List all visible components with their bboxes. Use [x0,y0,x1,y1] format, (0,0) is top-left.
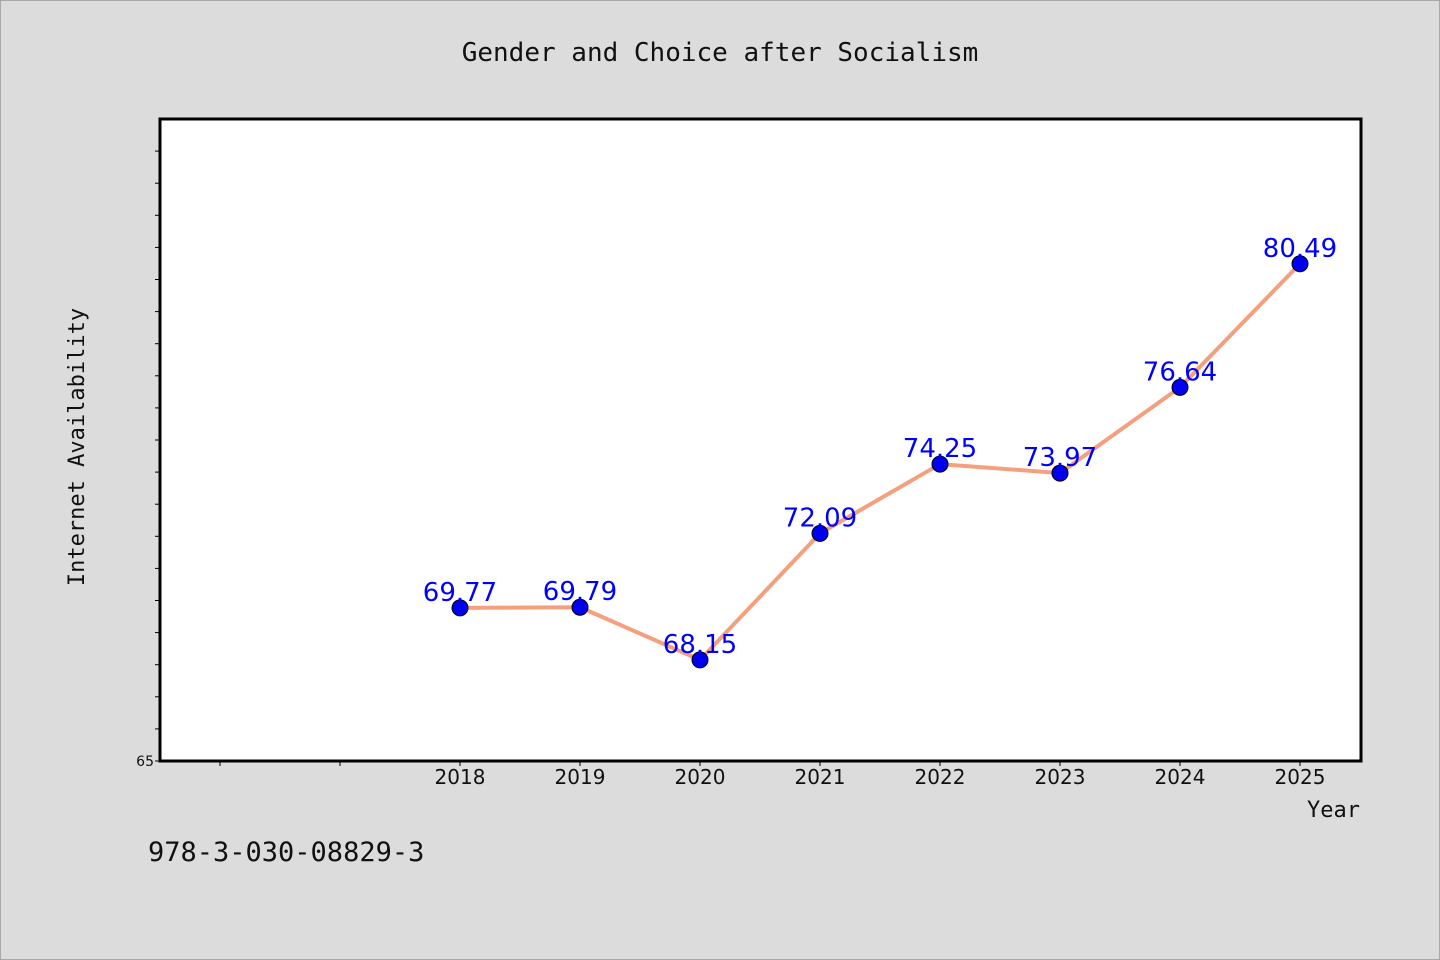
x-tick-label: 2022 [915,765,966,789]
y-axis-ticks: 65 [136,150,160,770]
data-point [1291,255,1309,273]
x-tick-label: 2023 [1035,765,1086,789]
data-point [691,651,709,669]
y-tick-label: 65 [136,754,154,770]
data-point [451,599,469,617]
data-label: 80.49 [1263,234,1337,264]
x-tick-label: 2024 [1155,765,1206,789]
chart-title: Gender and Choice after Socialism [462,38,979,68]
data-point [811,524,829,542]
data-point [1171,378,1189,396]
data-label: 68.15 [663,630,737,660]
series-line [458,261,1302,662]
x-tick-label: 2019 [555,765,606,789]
x-tick-label: 2021 [795,765,846,789]
isbn-text: 978-3-030-08829-3 [148,837,424,868]
data-label: 69.79 [543,577,617,607]
data-label: 72.09 [783,503,857,533]
data-label: 69.77 [423,578,497,608]
x-tick-label: 2025 [1275,765,1326,789]
plot-area [158,117,1363,763]
x-axis-label: Year [1307,798,1360,823]
data-label: 74.25 [903,434,977,464]
data-label: 73.97 [1023,443,1097,473]
x-axis-ticks: 2018 2019 2020 2021 2022 2023 2024 2025 [219,761,1326,789]
y-axis-label: Internet Availability [65,308,90,586]
series-layer: 69.77 69.79 68.15 72.09 74.25 73.97 76.64 80.49 [423,234,1337,669]
data-point [571,598,589,616]
data-label: 76.64 [1143,357,1217,387]
x-tick-label: 2020 [675,765,726,789]
x-tick-label: 2018 [435,765,486,789]
data-point [1051,464,1069,482]
data-point [931,455,949,473]
